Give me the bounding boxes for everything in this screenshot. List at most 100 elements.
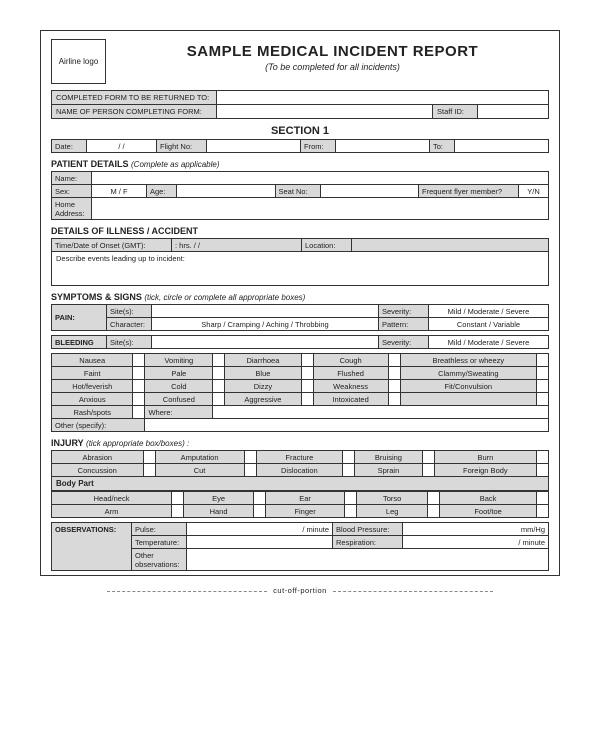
- inj-check[interactable]: [143, 451, 155, 464]
- sym-check[interactable]: [388, 354, 400, 367]
- inj-check[interactable]: [244, 451, 256, 464]
- sym-cell: Fit/Convulsion: [400, 380, 536, 393]
- symptoms-heading-text: SYMPTOMS & SIGNS: [51, 292, 142, 302]
- name-label: Name:: [52, 172, 92, 185]
- return-to-field[interactable]: [217, 91, 548, 104]
- where-field[interactable]: [213, 406, 549, 419]
- pain-label: PAIN:: [52, 305, 107, 331]
- sym-check[interactable]: [537, 380, 549, 393]
- sym-check[interactable]: [213, 367, 225, 380]
- inj-check[interactable]: [537, 451, 549, 464]
- cutoff-line: cut-off-portion: [40, 586, 560, 595]
- bleeding-sites-field[interactable]: [152, 336, 379, 349]
- seat-field[interactable]: [320, 185, 419, 198]
- describe-box[interactable]: Describe events leading up to incident:: [51, 252, 549, 286]
- inj-check[interactable]: [244, 464, 256, 477]
- sym-check[interactable]: [537, 393, 549, 406]
- sym-check[interactable]: [301, 380, 313, 393]
- injury-heading: INJURY (tick appropriate box/boxes) :: [51, 438, 549, 448]
- bp-field[interactable]: mm/Hg: [403, 523, 549, 536]
- pain-severity-label: Severity:: [379, 305, 429, 318]
- onset-field[interactable]: : hrs. / /: [172, 239, 302, 252]
- symptom-grid: Nausea Vomiting Diarrhoea Cough Breathle…: [51, 353, 549, 432]
- bp-check[interactable]: [253, 505, 265, 518]
- pain-sites-field[interactable]: [152, 305, 379, 318]
- resp-field[interactable]: / minute: [403, 536, 549, 549]
- bp-check[interactable]: [172, 492, 184, 505]
- temp-field[interactable]: [187, 536, 333, 549]
- sym-check[interactable]: [537, 354, 549, 367]
- bp-check[interactable]: [428, 492, 440, 505]
- sym-cell: Blue: [225, 367, 301, 380]
- sym-cell: Cold: [145, 380, 213, 393]
- bp-cell: Finger: [265, 505, 344, 518]
- sym-cell: [400, 393, 536, 406]
- ff-field[interactable]: Y/N: [519, 185, 549, 198]
- pain-pattern-label: Pattern:: [379, 318, 429, 331]
- sym-check[interactable]: [388, 367, 400, 380]
- sex-field[interactable]: M / F: [92, 185, 147, 198]
- pulse-field[interactable]: / minute: [187, 523, 333, 536]
- sym-check[interactable]: [388, 393, 400, 406]
- age-field[interactable]: [177, 185, 276, 198]
- other-specify-field[interactable]: [145, 419, 549, 432]
- date-field[interactable]: / /: [87, 140, 157, 153]
- bodypart-heading: Body Part: [51, 477, 549, 491]
- bp-check[interactable]: [345, 505, 357, 518]
- staff-id-field[interactable]: [478, 105, 548, 118]
- name-completing-field[interactable]: [217, 105, 433, 118]
- pain-pattern-field[interactable]: Constant / Variable: [429, 318, 549, 331]
- pain-severity-field[interactable]: Mild / Moderate / Severe: [429, 305, 549, 318]
- date-label: Date:: [52, 140, 87, 153]
- sym-check[interactable]: [301, 393, 313, 406]
- symptoms-heading-hint: (tick, circle or complete all appropriat…: [144, 293, 305, 302]
- bp-check[interactable]: [253, 492, 265, 505]
- sym-check[interactable]: [537, 367, 549, 380]
- to-field[interactable]: [455, 140, 549, 153]
- bp-check[interactable]: [172, 505, 184, 518]
- other-obs-field[interactable]: [187, 549, 549, 571]
- sym-check[interactable]: [213, 354, 225, 367]
- bleeding-severity-field[interactable]: Mild / Moderate / Severe: [429, 336, 549, 349]
- sym-check[interactable]: [133, 406, 145, 419]
- from-label: From:: [301, 140, 336, 153]
- inj-check[interactable]: [422, 464, 434, 477]
- inj-cell: Sprain: [355, 464, 423, 477]
- from-field[interactable]: [336, 140, 430, 153]
- bp-cell: Back: [440, 492, 537, 505]
- sym-check[interactable]: [133, 367, 145, 380]
- sym-check[interactable]: [133, 380, 145, 393]
- bp-check[interactable]: [428, 505, 440, 518]
- sym-check[interactable]: [301, 354, 313, 367]
- bp-check[interactable]: [345, 492, 357, 505]
- bp-check[interactable]: [537, 492, 549, 505]
- inj-check[interactable]: [343, 464, 355, 477]
- sym-cell: Confused: [145, 393, 213, 406]
- bp-cell: Leg: [357, 505, 428, 518]
- name-field[interactable]: [92, 172, 549, 185]
- sym-check[interactable]: [301, 367, 313, 380]
- location-field[interactable]: [352, 239, 549, 252]
- section1-table: Date: / / Flight No: From: To:: [51, 139, 549, 153]
- home-field[interactable]: [92, 198, 549, 220]
- pain-character-field[interactable]: Sharp / Cramping / Aching / Throbbing: [152, 318, 379, 331]
- sym-cell: Flushed: [313, 367, 388, 380]
- injury-table: Abrasion Amputation Fracture Bruising Bu…: [51, 450, 549, 477]
- header: Airline logo SAMPLE MEDICAL INCIDENT REP…: [51, 39, 549, 84]
- return-to-label: COMPLETED FORM TO BE RETURNED TO:: [52, 91, 217, 104]
- inj-cell: Concussion: [52, 464, 144, 477]
- bp-check[interactable]: [537, 505, 549, 518]
- inj-check[interactable]: [143, 464, 155, 477]
- inj-check[interactable]: [537, 464, 549, 477]
- sym-check[interactable]: [213, 393, 225, 406]
- sym-check[interactable]: [133, 354, 145, 367]
- sym-check[interactable]: [133, 393, 145, 406]
- pulse-label: Pulse:: [132, 523, 187, 536]
- form-title: SAMPLE MEDICAL INCIDENT REPORT: [116, 43, 549, 60]
- sym-check[interactable]: [213, 380, 225, 393]
- flight-field[interactable]: [207, 140, 301, 153]
- sym-check[interactable]: [388, 380, 400, 393]
- inj-check[interactable]: [343, 451, 355, 464]
- ff-label: Frequent flyer member?: [419, 185, 519, 198]
- inj-check[interactable]: [422, 451, 434, 464]
